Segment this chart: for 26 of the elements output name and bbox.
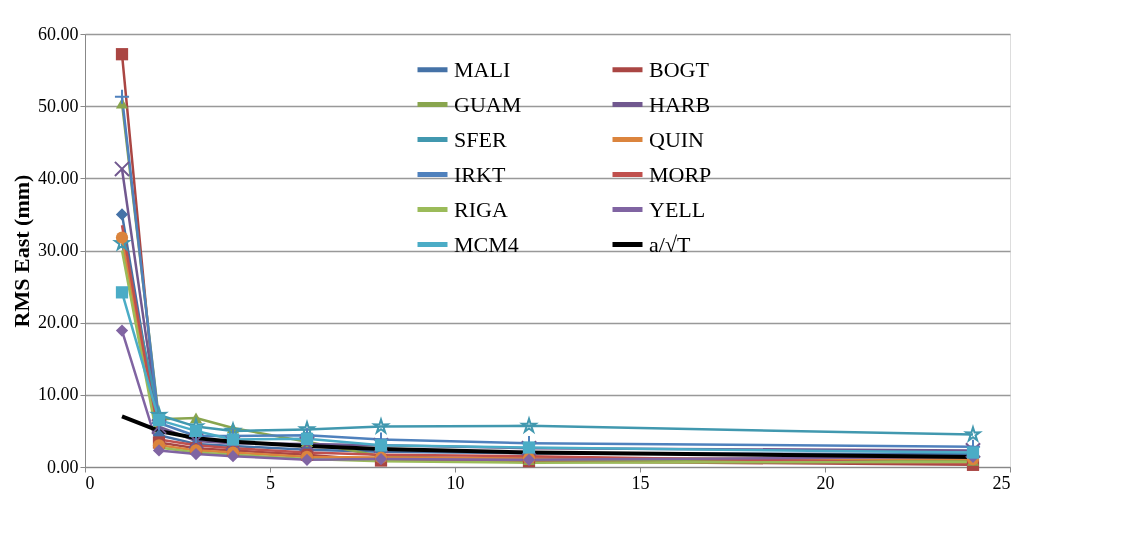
legend-label: IRKT	[454, 161, 506, 187]
legend-label: MORP	[649, 161, 712, 187]
legend-label: MCM4	[454, 231, 519, 257]
legend-label: SFER	[454, 126, 507, 152]
legend-label: BOGT	[649, 56, 710, 82]
legend-label: HARB	[649, 91, 711, 117]
y-tick-label: 20.00	[38, 312, 79, 333]
legend-label: RIGA	[454, 196, 508, 222]
y-axis-title: RMS East (mm)	[9, 174, 34, 328]
x-tick-label: 25	[992, 472, 1011, 493]
legend-label: a/√T	[649, 231, 691, 257]
legend-label: GUAM	[454, 91, 522, 117]
y-tick-label: 50.00	[38, 95, 79, 116]
y-tick-label: 60.00	[38, 23, 79, 44]
y-tick-label: 30.00	[38, 240, 79, 260]
x-tick-label: 0	[85, 472, 95, 493]
y-tick-label: 40.00	[38, 167, 79, 188]
y-tick-label: 10.00	[38, 384, 79, 405]
x-tick-label: 5	[266, 472, 275, 493]
legend-label: MALI	[454, 56, 511, 82]
x-tick-label: 10	[446, 472, 465, 493]
x-tick-label: 15	[631, 472, 650, 493]
x-tick-label: 20	[816, 472, 835, 493]
legend-label: YELL	[649, 196, 706, 222]
y-tick-label: 0.00	[47, 456, 79, 477]
legend-label: QUIN	[649, 126, 705, 152]
